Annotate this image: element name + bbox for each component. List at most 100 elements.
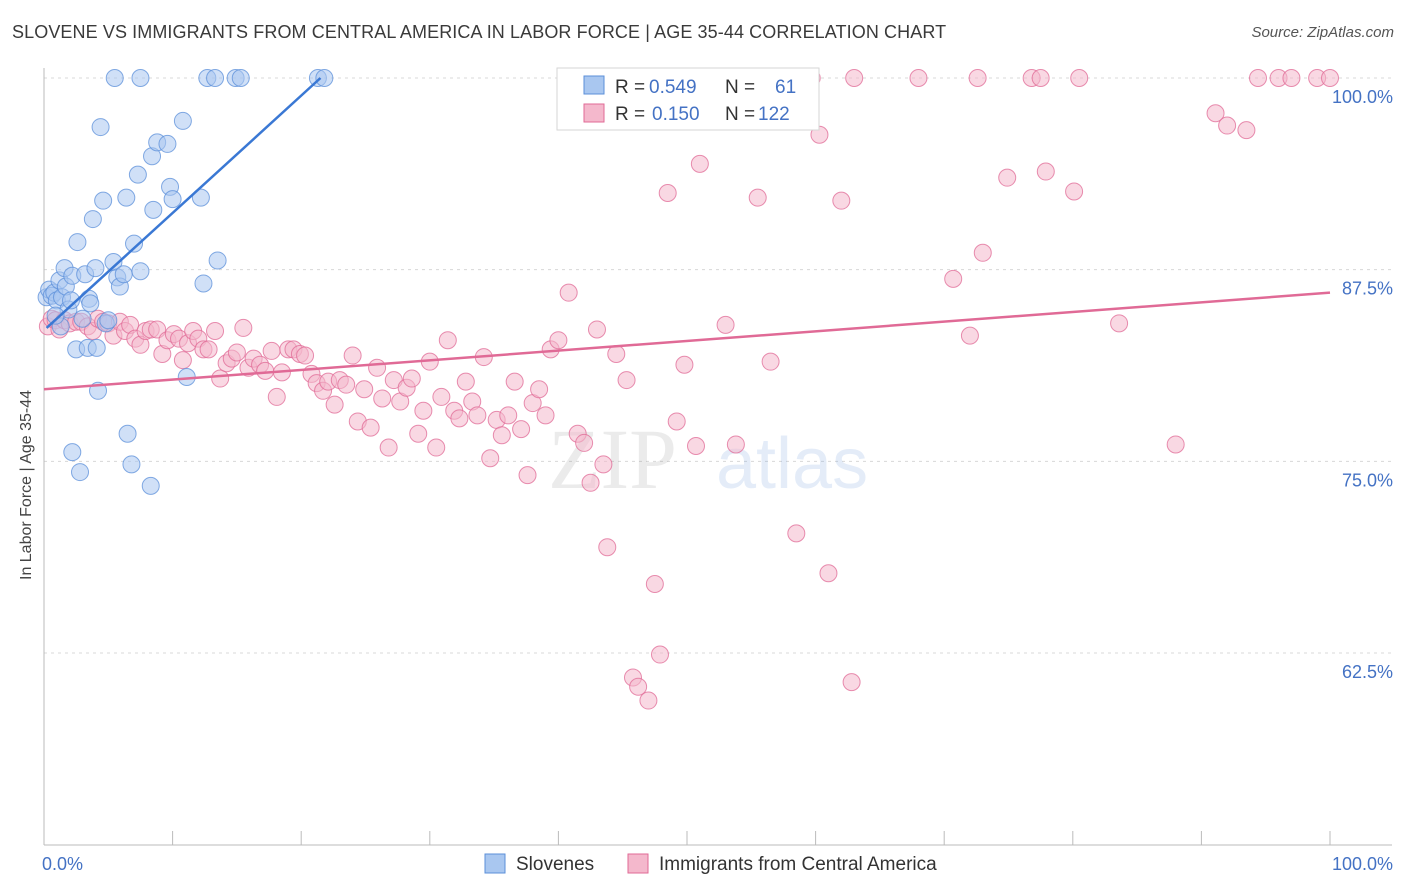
immigrant-point-113	[761, 352, 780, 371]
immigrant-point-84	[512, 420, 531, 439]
immigrant-point-120	[960, 326, 979, 345]
legend-r-label-1: R =	[615, 77, 645, 98]
slovene-point-46	[194, 274, 213, 293]
slovene-point-56	[63, 443, 82, 462]
trend-lines	[43, 77, 1331, 391]
slovene-point-23	[94, 191, 113, 210]
immigrant-point-102	[639, 691, 658, 710]
immigrant-point-26	[173, 351, 192, 370]
immigrant-point-126	[1166, 435, 1185, 454]
immigrant-point-55	[337, 375, 356, 394]
immigrant-point-93	[575, 433, 594, 452]
legend-swatch-slovenes	[583, 75, 605, 95]
axes	[43, 68, 1392, 846]
immigrant-point-129	[1237, 121, 1256, 140]
immigrant-point-77	[468, 406, 487, 425]
slovene-point-18	[83, 210, 102, 229]
immigrant-point-42	[262, 341, 281, 360]
immigrant-point-96	[594, 455, 613, 474]
legend-r-value-1: 0.549	[649, 77, 697, 98]
slovene-point-25	[99, 311, 118, 330]
y-tick-labels: 62.5% 75.0% 87.5% 100.0%	[1332, 87, 1393, 682]
slovenes-trend-line	[45, 77, 322, 329]
slovene-point-42	[163, 190, 182, 209]
x-tick-label-1: 100.0%	[1332, 854, 1393, 874]
slovene-point-14	[73, 309, 92, 328]
immigrant-point-107	[675, 355, 694, 374]
slovene-point-47	[208, 251, 227, 270]
immigrant-point-67	[409, 424, 428, 443]
immigrant-point-43	[267, 387, 286, 406]
slovene-point-30	[117, 188, 136, 207]
bottom-legend-label-slovenes: Slovenes	[516, 854, 594, 875]
slovene-point-29	[114, 265, 133, 284]
legend-n-value-2: 122	[758, 104, 790, 125]
watermark-zip: ZIP	[548, 411, 677, 507]
immigrant-point-125	[1110, 314, 1129, 333]
immigrant-point-103	[645, 575, 664, 593]
immigrant-point-81	[492, 426, 511, 445]
legend-r-label-2: R =	[615, 104, 645, 125]
legend-n-label-2: N =	[725, 104, 755, 125]
immigrant-point-41	[256, 361, 275, 380]
immigrant-point-123	[1036, 162, 1055, 181]
slovene-point-53	[231, 69, 250, 87]
immigrant-point-104	[650, 645, 669, 664]
slovene-point-36	[141, 476, 160, 495]
immigrant-point-62	[379, 438, 398, 457]
slovene-point-49	[131, 69, 150, 87]
immigrant-point-32	[206, 322, 225, 340]
immigrant-point-119	[944, 269, 963, 288]
bottom-legend: Slovenes Immigrants from Central America	[484, 853, 937, 875]
immigrant-point-98	[607, 345, 626, 363]
immigrant-point-33	[211, 369, 230, 388]
slovene-point-32	[122, 455, 141, 474]
immigrant-point-109	[690, 154, 709, 173]
slovene-point-43	[173, 111, 192, 130]
slovene-point-13	[68, 233, 87, 252]
immigrant-point-127	[1206, 104, 1225, 123]
immigrant-point-97	[598, 538, 617, 557]
immigrant-point-95	[587, 320, 606, 339]
blue-points	[37, 69, 334, 495]
slovene-point-33	[125, 234, 144, 253]
slovene-point-40	[158, 134, 177, 153]
bottom-legend-swatch-immigrants	[627, 853, 649, 874]
legend-r-value-2: 0.150	[652, 104, 700, 125]
source-label: Source: ZipAtlas.com	[1251, 24, 1394, 41]
slovene-point-19	[86, 259, 105, 278]
slovene-point-10	[62, 291, 81, 310]
chart-title: SLOVENE VS IMMIGRANTS FROM CENTRAL AMERI…	[12, 22, 947, 42]
slovene-point-59	[46, 306, 65, 325]
immigrant-point-31	[199, 340, 218, 359]
immigrant-point-88	[536, 406, 555, 425]
legend-n-value-1: 61	[775, 77, 796, 98]
immigrant-point-58	[355, 380, 374, 399]
immigrant-point-112	[748, 188, 767, 207]
immigrant-point-37	[234, 318, 253, 337]
immigrant-point-134	[1321, 69, 1339, 87]
y-tick-label-1: 75.0%	[1342, 470, 1393, 490]
immigrant-point-79	[481, 449, 500, 468]
immigrant-point-110	[716, 315, 735, 334]
slovene-point-60	[81, 294, 100, 313]
immigrant-point-144	[909, 69, 928, 87]
y-tick-label-2: 87.5%	[1342, 279, 1393, 299]
immigrant-point-132	[1282, 69, 1301, 87]
immigrant-point-75	[456, 372, 475, 391]
immigrant-point-68	[414, 401, 433, 420]
legend-swatch-immigrants	[583, 103, 605, 123]
immigrant-point-87	[530, 380, 549, 399]
immigrants-trend-line	[43, 291, 1331, 391]
immigrant-point-114	[787, 524, 806, 543]
immigrant-point-94	[581, 473, 600, 492]
immigrant-point-71	[432, 387, 451, 406]
x-tick-labels: 0.0% 100.0%	[42, 854, 1393, 874]
immigrant-point-82	[499, 406, 518, 425]
slovene-point-31	[118, 424, 137, 443]
immigrant-point-106	[667, 412, 686, 431]
immigrant-point-118	[842, 673, 861, 692]
legend-n-label-1: N =	[725, 77, 755, 98]
slovene-point-35	[131, 262, 150, 281]
immigrant-point-101	[629, 677, 648, 696]
